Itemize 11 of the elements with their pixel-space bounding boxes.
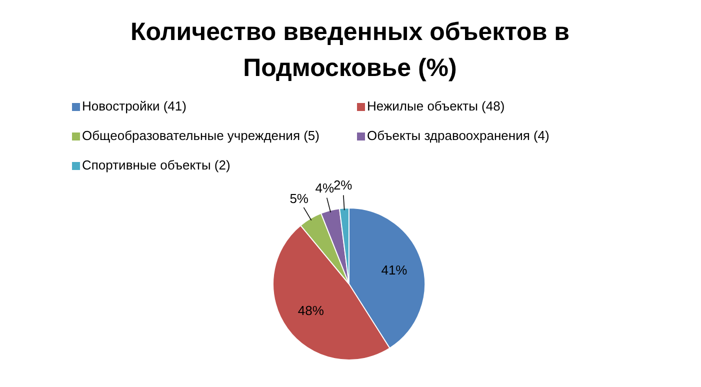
legend-label: Объекты здравоохранения (4) bbox=[367, 128, 550, 143]
data-label: 2% bbox=[333, 178, 353, 193]
data-label: 41% bbox=[381, 262, 408, 278]
legend-label: Общеобразовательные учреждения (5) bbox=[82, 128, 320, 143]
chart-title: Количество введенных объектов в Подмосковье (%) bbox=[130, 18, 570, 82]
legend-label: Спортивные объекты (2) bbox=[82, 157, 230, 172]
data-label: 4% bbox=[315, 180, 334, 196]
data-label: 48% bbox=[298, 303, 324, 318]
legend-label: Нежилые объекты (48) bbox=[367, 98, 505, 114]
legend-label: Новостройки (41) bbox=[82, 98, 186, 114]
data-label: 5% bbox=[290, 191, 309, 206]
